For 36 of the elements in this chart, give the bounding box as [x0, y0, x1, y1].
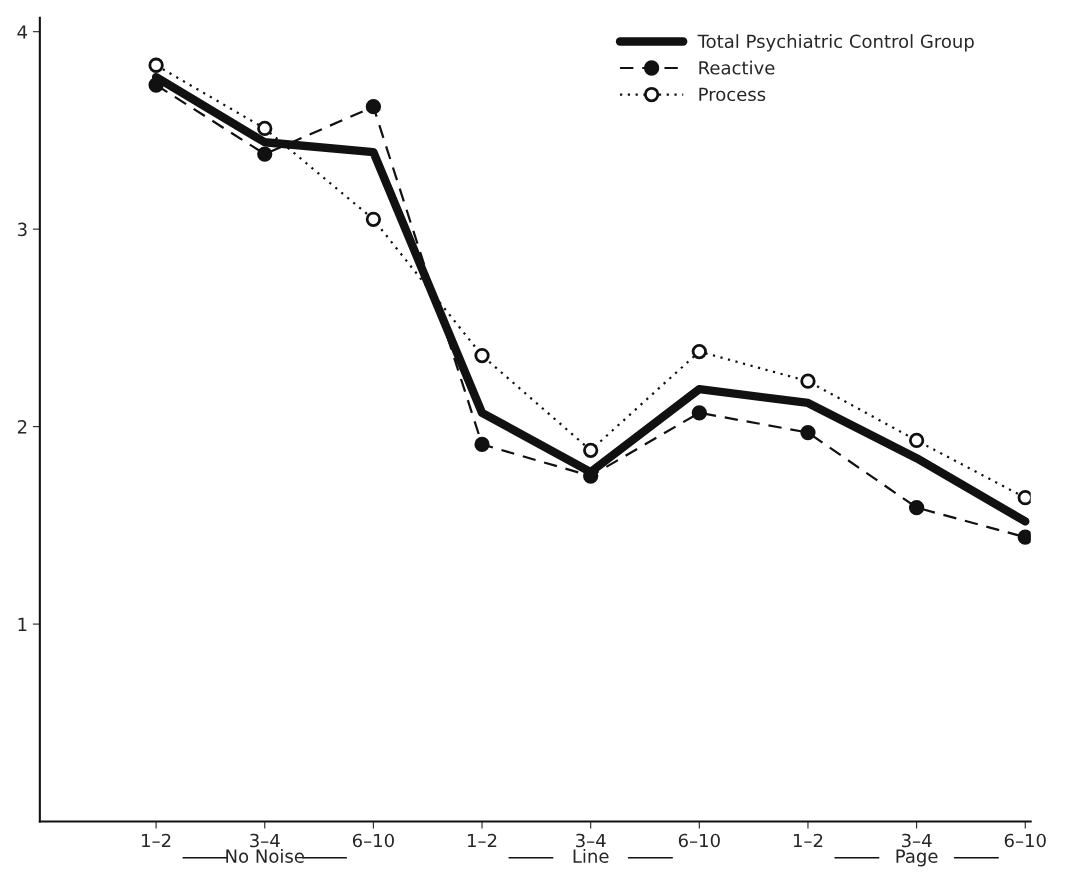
point [1017, 490, 1031, 506]
text: Page [896, 849, 938, 867]
y-tick-label: 2 [17, 420, 27, 434]
y-tick-label: 1 [18, 617, 27, 631]
point [583, 442, 599, 458]
point [148, 77, 164, 93]
point [257, 120, 273, 137]
x-tick-label: 1–2 [142, 833, 171, 848]
y-tick-label: 4 [17, 25, 28, 39]
legend-label: Total Psychiatric Control Group [697, 34, 974, 52]
point [365, 99, 382, 115]
point [800, 373, 816, 389]
point [691, 405, 707, 421]
point [800, 424, 816, 441]
point [691, 343, 707, 360]
point [365, 211, 382, 227]
text: Line [573, 848, 609, 863]
x-tick-label: 6–10 [1004, 833, 1046, 848]
point [908, 432, 925, 449]
x-tick-label: 1–2 [793, 833, 823, 848]
legend-label: Reactive [699, 60, 775, 75]
point [257, 146, 273, 162]
x-tick-label: 6–10 [678, 833, 720, 848]
point [148, 57, 164, 73]
x-tick-label: 1–2 [468, 833, 497, 848]
x-tick-label: 6–10 [352, 833, 394, 848]
point [908, 499, 925, 516]
legend-label: Process [699, 87, 766, 102]
text: No Noise [226, 848, 304, 863]
x-tick-label: 3–4 [576, 833, 606, 848]
point [474, 436, 490, 453]
x-tick-label: 3–4 [901, 833, 932, 848]
point [474, 347, 490, 364]
x-tick-label: 3–4 [250, 833, 280, 848]
y-tick-label: 3 [17, 222, 27, 237]
point [1017, 529, 1031, 545]
